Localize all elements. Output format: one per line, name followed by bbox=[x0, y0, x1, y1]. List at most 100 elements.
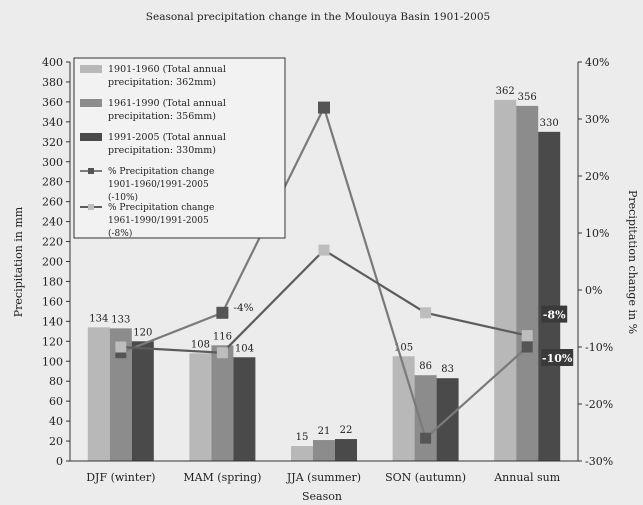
y2-tick-label: 0% bbox=[585, 284, 602, 297]
y-tick-label: 360 bbox=[42, 96, 63, 109]
legend-label: 1961-1990/1991-2005 bbox=[108, 216, 209, 226]
axes bbox=[69, 62, 579, 462]
line-marker-1-3 bbox=[318, 101, 330, 114]
legend-label: (-8%) bbox=[108, 228, 132, 239]
y2-tick-label: 20% bbox=[585, 170, 609, 183]
y2-tick-label: -20% bbox=[585, 398, 613, 411]
y-tick-label: 160 bbox=[42, 295, 63, 308]
y-tick-label: 300 bbox=[42, 156, 63, 169]
bar-3-3 bbox=[335, 439, 357, 461]
legend: 1901-1960 (Total annual precipitation: 36… bbox=[73, 57, 286, 239]
line-marker-2-4 bbox=[420, 307, 432, 319]
annotation-box bbox=[541, 305, 568, 323]
y-tick-label: 240 bbox=[42, 216, 63, 229]
bar-value-label: 116 bbox=[213, 331, 232, 342]
legend-label: 1961-1990 (Total annual bbox=[108, 98, 226, 109]
y-tick-label: 140 bbox=[42, 315, 63, 328]
y-axis-label: Precipitation in mm bbox=[12, 206, 25, 317]
legend-label: (-10%) bbox=[108, 192, 138, 203]
bar-3-1 bbox=[131, 341, 154, 461]
y-tick-label: 80 bbox=[49, 375, 63, 388]
y-tick-label: 20 bbox=[49, 435, 63, 448]
bar-value-label: 21 bbox=[318, 426, 331, 437]
y-tick-label: 220 bbox=[42, 236, 63, 249]
bar-value-label: 133 bbox=[111, 314, 130, 325]
y2-axis-ticks: -30% -20% -10% 0% 10% 20% 30% 40% bbox=[578, 56, 613, 468]
bar-2-4 bbox=[414, 375, 437, 461]
y-tick-label: 0 bbox=[56, 455, 63, 468]
bar-value-label: 104 bbox=[235, 343, 254, 354]
y-tick-label: 200 bbox=[42, 256, 63, 269]
x-tick-label: DJF (winter) bbox=[86, 471, 155, 484]
legend-marker bbox=[88, 168, 94, 174]
bar-1-4 bbox=[392, 356, 415, 461]
y-tick-label: 380 bbox=[42, 76, 63, 89]
x-axis-labels: DJF (winter) MAM (spring) JJA (summer) SON … bbox=[86, 471, 561, 484]
annotation-label: -10% bbox=[542, 352, 573, 365]
line-marker-1-2 bbox=[216, 306, 229, 319]
x-axis-label: Season bbox=[302, 490, 342, 503]
legend-label: % Precipitation change bbox=[108, 203, 214, 213]
y-tick-label: 260 bbox=[42, 196, 63, 209]
bar-3-5 bbox=[538, 131, 561, 461]
bar-2-3 bbox=[313, 440, 335, 461]
annotation-box bbox=[541, 349, 574, 366]
legend-label: 1901-1960 (Total annual bbox=[108, 64, 226, 75]
y-tick-label: 320 bbox=[42, 136, 63, 149]
bar-value-label: 134 bbox=[89, 313, 108, 324]
legend-label: % Precipitation change bbox=[108, 167, 214, 177]
y2-axis-label: Precipitation change in % bbox=[626, 190, 639, 334]
line-marker-1-5 bbox=[521, 341, 533, 353]
legend-label: precipitation: 330mm) bbox=[108, 145, 216, 156]
bar-value-label: 15 bbox=[296, 432, 309, 443]
legend-swatch bbox=[80, 133, 102, 141]
y-tick-label: 120 bbox=[42, 335, 63, 348]
legend-label: precipitation: 362mm) bbox=[108, 77, 216, 88]
chart-title: Seasonal precipitation change in the Mou… bbox=[146, 11, 490, 23]
y2-tick-label: -30% bbox=[585, 455, 613, 468]
bar-3-2 bbox=[233, 357, 256, 461]
line-marker-2-2 bbox=[216, 347, 228, 359]
y-axis-ticks: 0 20 40 60 80 100 120 140 160 180 200 220 240 260 280 3… bbox=[42, 56, 70, 468]
y2-tick-label: -10% bbox=[585, 341, 613, 354]
line-group bbox=[115, 101, 533, 444]
line-marker-1-1 bbox=[115, 347, 127, 359]
line-marker-1-4 bbox=[420, 432, 432, 444]
legend-swatch bbox=[80, 65, 102, 73]
annotation-label: -8% bbox=[543, 309, 566, 322]
legend-label: 1991-2005 (Total annual bbox=[108, 132, 226, 143]
y-tick-label: 60 bbox=[49, 395, 63, 408]
bar-value-label: 86 bbox=[419, 361, 432, 372]
legend-box bbox=[73, 57, 286, 239]
bar-value-label: 83 bbox=[441, 364, 454, 375]
bar-1-3 bbox=[291, 446, 313, 461]
bar-value-label: 362 bbox=[496, 86, 515, 97]
y2-tick-label: 10% bbox=[585, 227, 609, 240]
line-marker-2-3 bbox=[318, 244, 330, 256]
bar-value-label: 356 bbox=[518, 92, 537, 103]
bar-2-5 bbox=[516, 105, 539, 461]
annotation-label: -4% bbox=[233, 302, 253, 314]
x-tick-label: SON (autumn) bbox=[385, 471, 466, 484]
bar-1-5 bbox=[494, 99, 517, 461]
y-tick-label: 340 bbox=[42, 116, 63, 129]
legend-swatch bbox=[80, 99, 102, 107]
bar-value-label: 120 bbox=[133, 327, 152, 338]
legend-label: precipitation: 356mm) bbox=[108, 111, 216, 122]
bar-value-label: 105 bbox=[394, 342, 413, 353]
line-marker-2-5 bbox=[521, 330, 533, 342]
annotations: -4% -8% -10% bbox=[233, 302, 574, 366]
x-tick-label: MAM (spring) bbox=[183, 471, 261, 484]
bar-value-label: 108 bbox=[191, 339, 210, 350]
x-tick-label: JJA (summer) bbox=[286, 471, 361, 484]
y-tick-label: 180 bbox=[42, 275, 63, 288]
legend-marker bbox=[88, 204, 94, 210]
line-marker-2-1 bbox=[115, 341, 127, 353]
y-tick-label: 400 bbox=[42, 56, 63, 69]
y-tick-label: 100 bbox=[42, 355, 63, 368]
bar-value-label: 330 bbox=[540, 118, 559, 129]
y-tick-label: 280 bbox=[42, 176, 63, 189]
y2-tick-label: 40% bbox=[585, 56, 609, 69]
y2-tick-label: 30% bbox=[585, 113, 609, 126]
